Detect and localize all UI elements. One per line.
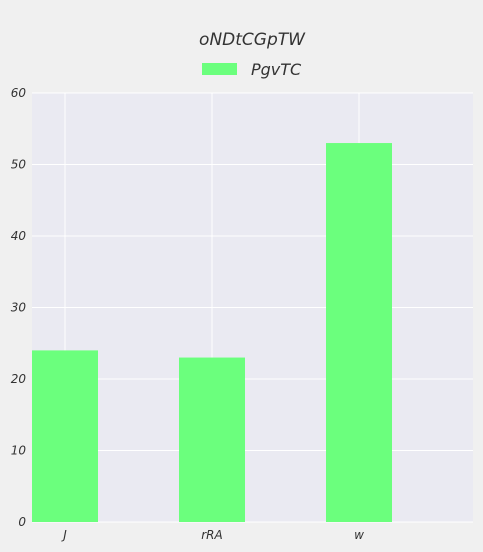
y-tick-label-0: 0 [18, 515, 26, 529]
y-axis-ticks: 0 10 20 30 40 50 60 [11, 86, 27, 529]
y-tick-label-40: 40 [11, 229, 27, 243]
y-tick-label-50: 50 [11, 158, 27, 172]
x-tick-label-J: J [61, 528, 67, 542]
bar-J [32, 350, 98, 522]
bar-rRA [179, 357, 245, 522]
y-tick-label-20: 20 [11, 372, 27, 386]
chart-title: oNDtCGpTW [199, 30, 306, 50]
bars [32, 143, 392, 523]
x-tick-label-w: w [354, 528, 364, 542]
legend: PgvTC [202, 60, 302, 79]
y-tick-label-10: 10 [11, 444, 27, 458]
legend-swatch-pgvtc [202, 63, 237, 75]
bar-w [326, 143, 392, 523]
y-tick-label-30: 30 [11, 301, 27, 315]
x-tick-label-rRA: rRA [201, 528, 222, 542]
legend-label-pgvtc: PgvTC [251, 60, 302, 79]
y-tick-label-60: 60 [11, 86, 27, 100]
